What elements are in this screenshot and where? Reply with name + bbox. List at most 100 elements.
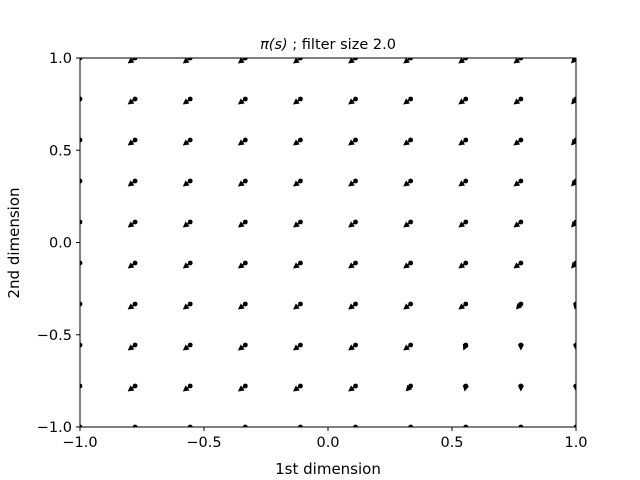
arrow-head (237, 180, 245, 187)
arrow-origin-dot (80, 383, 83, 389)
arrow-origin-dot (80, 301, 83, 307)
y-tick-label: −1.0 (37, 420, 72, 436)
arrow-shaft (352, 98, 357, 102)
arrow-head (348, 344, 355, 351)
vector-arrow (80, 424, 83, 427)
x-tick-label: 0.5 (440, 435, 463, 451)
vector-arrow (293, 96, 303, 105)
vector-arrow (572, 342, 576, 351)
vector-arrow (182, 137, 193, 146)
arrow-origin-dot (132, 424, 138, 427)
vector-arrow (348, 96, 358, 105)
arrow-origin-dot (80, 260, 83, 266)
arrow-shaft (187, 221, 191, 225)
arrow-head (458, 98, 466, 105)
arrow-head (403, 221, 410, 228)
arrow-head (237, 98, 245, 105)
arrow-shaft (407, 139, 412, 143)
arrow-shaft (407, 262, 412, 266)
arrow-head (127, 58, 135, 64)
arrow-head (182, 98, 190, 105)
vector-arrow (348, 342, 358, 351)
arrow-shaft (242, 180, 246, 184)
vector-arrow (80, 219, 83, 225)
arrow-head (182, 344, 190, 351)
vector-arrow (127, 219, 138, 228)
vector-arrow (513, 96, 524, 105)
vector-arrow (182, 260, 193, 269)
vector-arrow (293, 342, 303, 351)
arrow-head (462, 384, 469, 392)
arrow-head (293, 180, 300, 187)
arrow-shaft (462, 180, 467, 184)
arrow-shaft (297, 139, 301, 143)
arrow-shaft (297, 303, 301, 307)
vector-arrow (80, 301, 83, 307)
arrow-head (127, 303, 135, 310)
arrow-shaft (242, 385, 246, 389)
arrow-shaft (242, 344, 246, 348)
arrow-head (237, 262, 245, 269)
arrow-head (237, 58, 245, 64)
vector-arrow (182, 96, 193, 105)
arrow-head (293, 58, 300, 64)
arrow-origin-dot (518, 424, 524, 427)
vector-arrow (237, 383, 248, 392)
arrow-shaft (187, 262, 191, 266)
vector-arrow (517, 342, 525, 351)
arrow-head (127, 221, 135, 228)
arrow-head (405, 384, 413, 392)
arrow-shaft (407, 221, 412, 225)
arrow-origin-dot (353, 424, 358, 427)
vector-arrow (462, 342, 469, 351)
x-tick-label: −1.0 (62, 435, 97, 451)
arrow-head (182, 303, 190, 310)
arrow-head (127, 262, 135, 269)
arrow-shaft (297, 98, 301, 102)
vector-arrow (127, 342, 138, 351)
arrow-head (182, 180, 190, 187)
arrow-head (237, 139, 245, 146)
title-text: ; filter size 2.0 (288, 37, 396, 53)
vector-arrow (458, 219, 469, 228)
y-tick-label: 0.0 (49, 236, 72, 252)
vector-arrow (80, 383, 83, 389)
vector-arrow (237, 96, 248, 105)
arrow-head (462, 343, 469, 351)
x-axis-ticks: −1.0 −0.5 0.0 0.5 1.0 (62, 427, 588, 451)
vector-arrow (348, 137, 358, 146)
arrow-origin-dot (187, 424, 193, 427)
vector-arrow (293, 137, 303, 146)
arrow-shaft (131, 98, 136, 102)
arrow-shaft (187, 385, 191, 389)
arrow-shaft (242, 139, 246, 143)
arrow-shaft (352, 139, 357, 143)
arrow-shaft (297, 385, 301, 389)
arrow-head (182, 139, 190, 146)
arrow-head (571, 261, 576, 269)
arrow-head (513, 262, 521, 269)
chart-title: π(s) ; filter size 2.0 (260, 37, 396, 53)
arrow-head (403, 303, 410, 310)
vector-arrow (293, 301, 303, 310)
arrow-shaft (462, 303, 467, 307)
arrow-shaft (407, 344, 412, 348)
vector-arrow (403, 178, 414, 187)
arrow-shaft (242, 98, 246, 102)
vector-arrow (572, 383, 576, 392)
arrow-head (513, 180, 521, 187)
arrow-head (403, 344, 410, 351)
arrow-head (571, 58, 576, 64)
vector-arrow (127, 178, 138, 187)
arrow-head (572, 302, 576, 310)
vector-arrow (182, 178, 193, 187)
arrow-head (572, 344, 576, 351)
arrow-head (403, 58, 410, 64)
arrow-origin-dot (80, 424, 83, 427)
arrow-head (571, 220, 576, 228)
vector-arrow (182, 342, 193, 351)
vector-arrow (182, 383, 193, 392)
arrow-head (403, 139, 410, 146)
vector-arrow (127, 383, 138, 392)
